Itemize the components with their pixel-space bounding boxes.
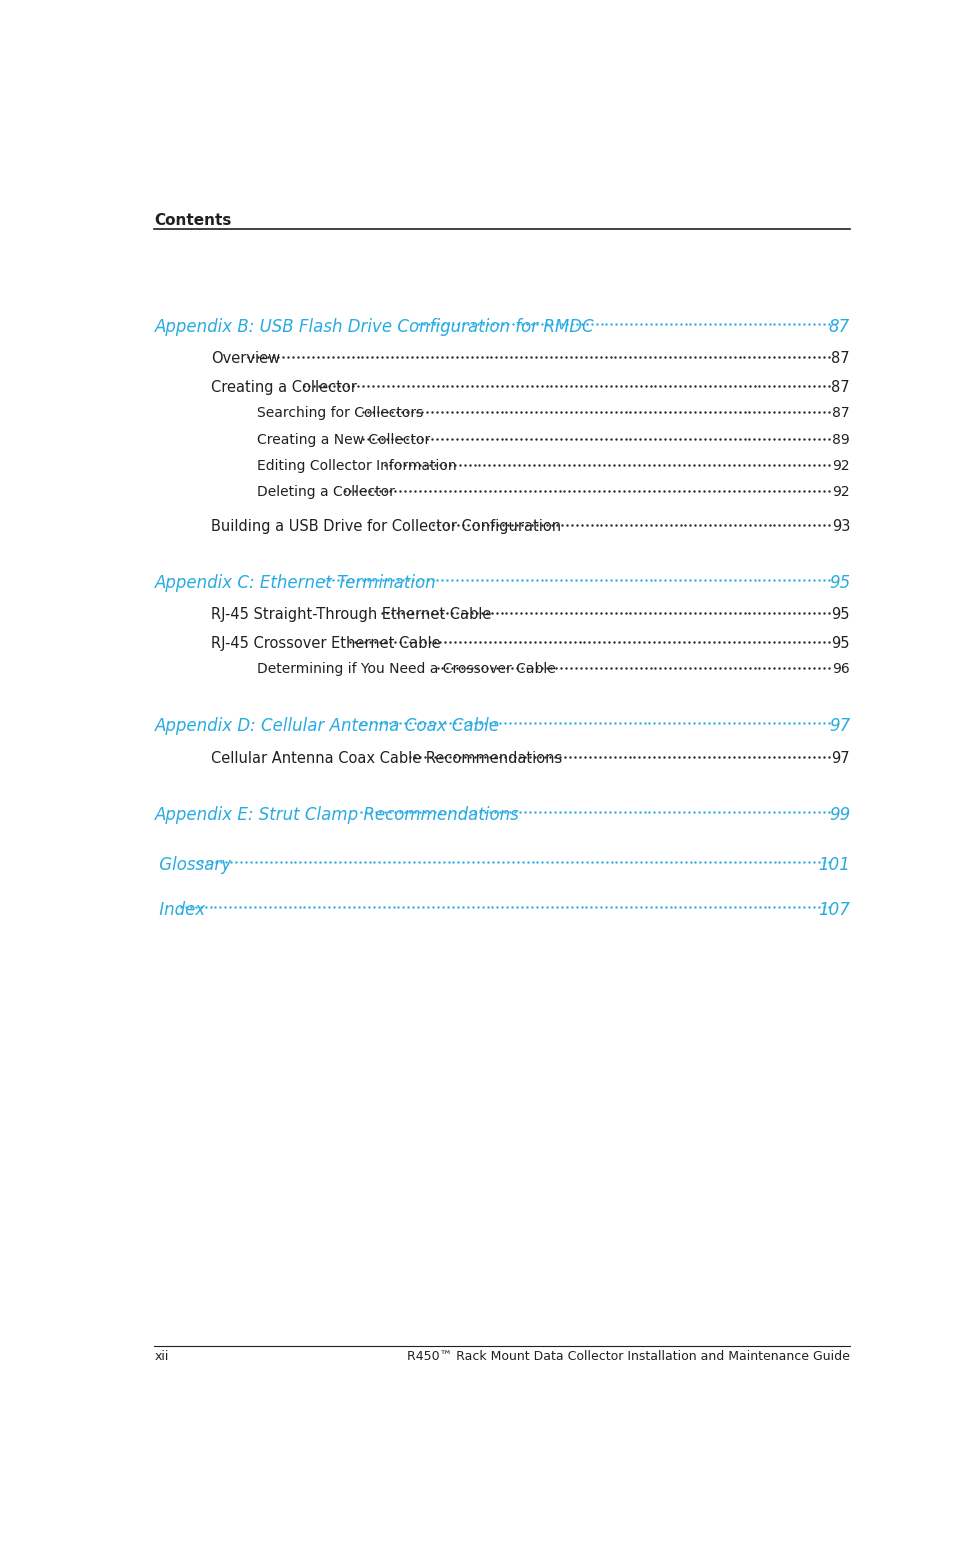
Text: 95: 95 bbox=[829, 573, 850, 592]
Text: 96: 96 bbox=[832, 662, 850, 676]
Text: 87: 87 bbox=[829, 318, 850, 335]
Text: Building a USB Drive for Collector Configuration: Building a USB Drive for Collector Confi… bbox=[212, 519, 562, 534]
Text: 101: 101 bbox=[818, 856, 850, 874]
Text: Appendix B: USB Flash Drive Configuration for RMDC: Appendix B: USB Flash Drive Configuratio… bbox=[155, 318, 594, 335]
Text: Appendix D: Cellular Antenna Coax Cable: Appendix D: Cellular Antenna Coax Cable bbox=[155, 717, 500, 735]
Text: 93: 93 bbox=[832, 519, 850, 534]
Text: Appendix E: Strut Clamp Recommendations: Appendix E: Strut Clamp Recommendations bbox=[155, 806, 519, 823]
Text: Creating a New Collector: Creating a New Collector bbox=[257, 433, 430, 447]
Text: Cellular Antenna Coax Cable Recommendations: Cellular Antenna Coax Cable Recommendati… bbox=[212, 750, 563, 766]
Text: Overview: Overview bbox=[212, 351, 280, 367]
Text: 107: 107 bbox=[818, 901, 850, 919]
Text: 97: 97 bbox=[829, 717, 850, 735]
Text: Deleting a Collector: Deleting a Collector bbox=[257, 486, 395, 500]
Text: Determining if You Need a Crossover Cable: Determining if You Need a Crossover Cabl… bbox=[257, 662, 556, 676]
Text: R450™ Rack Mount Data Collector Installation and Maintenance Guide: R450™ Rack Mount Data Collector Installa… bbox=[408, 1350, 850, 1364]
Text: Creating a Collector: Creating a Collector bbox=[212, 380, 358, 394]
Text: 92: 92 bbox=[832, 486, 850, 500]
Text: 87: 87 bbox=[831, 380, 850, 394]
Text: 95: 95 bbox=[832, 637, 850, 651]
Text: 97: 97 bbox=[831, 750, 850, 766]
Text: RJ-45 Straight-Through Ethernet Cable: RJ-45 Straight-Through Ethernet Cable bbox=[212, 607, 492, 623]
Text: 89: 89 bbox=[832, 433, 850, 447]
Text: Appendix C: Ethernet Termination: Appendix C: Ethernet Termination bbox=[155, 573, 436, 592]
Text: Index: Index bbox=[155, 901, 206, 919]
Text: xii: xii bbox=[155, 1350, 169, 1364]
Text: Searching for Collectors: Searching for Collectors bbox=[257, 407, 423, 421]
Text: Contents: Contents bbox=[155, 213, 232, 228]
Text: 87: 87 bbox=[831, 351, 850, 367]
Text: 95: 95 bbox=[832, 607, 850, 623]
Text: 87: 87 bbox=[832, 407, 850, 421]
Text: 99: 99 bbox=[829, 806, 850, 823]
Text: 92: 92 bbox=[832, 460, 850, 474]
Text: Editing Collector Information: Editing Collector Information bbox=[257, 460, 457, 474]
Text: RJ-45 Crossover Ethernet Cable: RJ-45 Crossover Ethernet Cable bbox=[212, 637, 441, 651]
Text: Glossary: Glossary bbox=[155, 856, 231, 874]
